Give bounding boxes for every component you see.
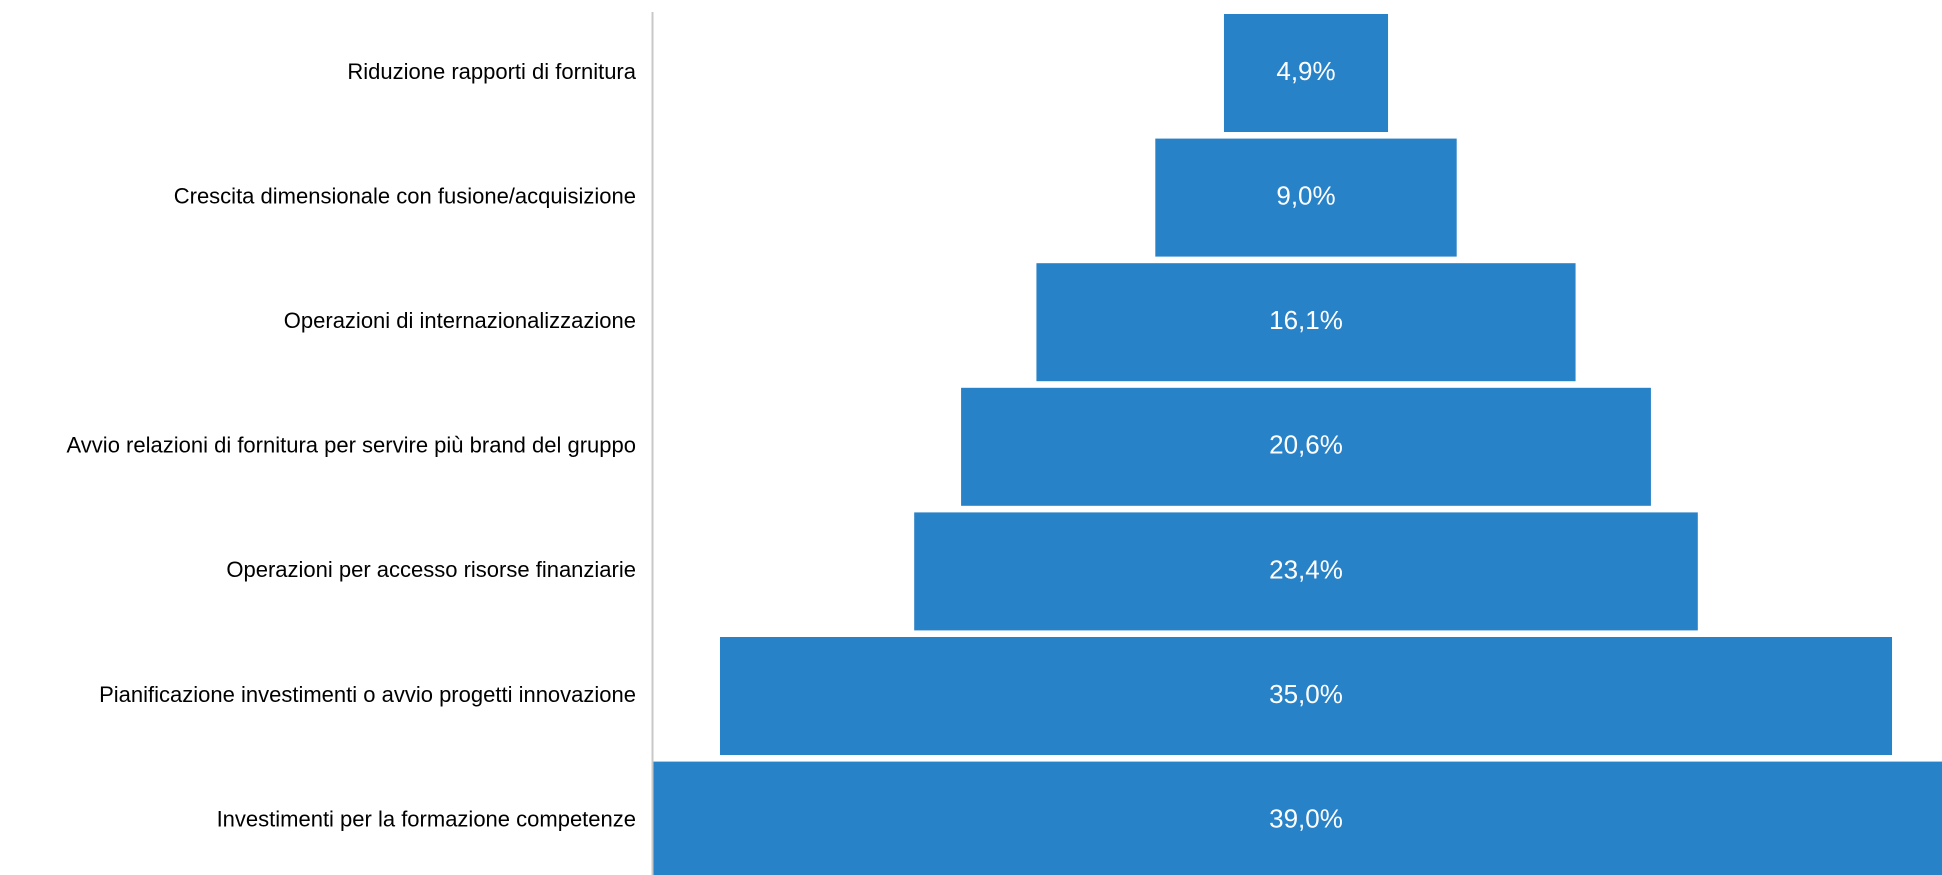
category-label: Operazioni per accesso risorse finanziar… bbox=[226, 557, 636, 582]
value-label: 39,0% bbox=[1269, 803, 1343, 833]
funnel-bar bbox=[1036, 263, 1576, 382]
category-label: Operazioni di internazionalizzazione bbox=[284, 308, 636, 333]
value-label: 20,6% bbox=[1269, 430, 1343, 460]
bars-layer bbox=[653, 14, 1942, 875]
value-label: 35,0% bbox=[1269, 679, 1343, 709]
funnel-bar bbox=[719, 637, 1893, 755]
value-labels: 4,9% 9,0% 16,1% 20,6% 23,4% 35,0% 39,0% bbox=[1269, 56, 1343, 834]
category-label: Investimenti per la formazione competenz… bbox=[217, 806, 636, 831]
category-label: Riduzione rapporti di fornitura bbox=[347, 59, 636, 84]
category-label: Pianificazione investimenti o avvio prog… bbox=[99, 682, 636, 707]
value-label: 23,4% bbox=[1269, 554, 1343, 584]
funnel-bar bbox=[961, 387, 1651, 506]
funnel-bar bbox=[653, 761, 1942, 875]
funnel-bar bbox=[914, 512, 1698, 631]
category-labels: Riduzione rapporti di fornitura Crescita … bbox=[67, 59, 637, 832]
funnel-bar bbox=[1223, 14, 1389, 132]
category-label: Avvio relazioni di fornitura per servire… bbox=[67, 433, 636, 458]
value-label: 4,9% bbox=[1276, 56, 1335, 86]
funnel-bar bbox=[1155, 138, 1457, 257]
value-label: 9,0% bbox=[1276, 180, 1335, 210]
category-label: Crescita dimensionale con fusione/acquis… bbox=[174, 183, 636, 208]
value-label: 16,1% bbox=[1269, 305, 1343, 335]
